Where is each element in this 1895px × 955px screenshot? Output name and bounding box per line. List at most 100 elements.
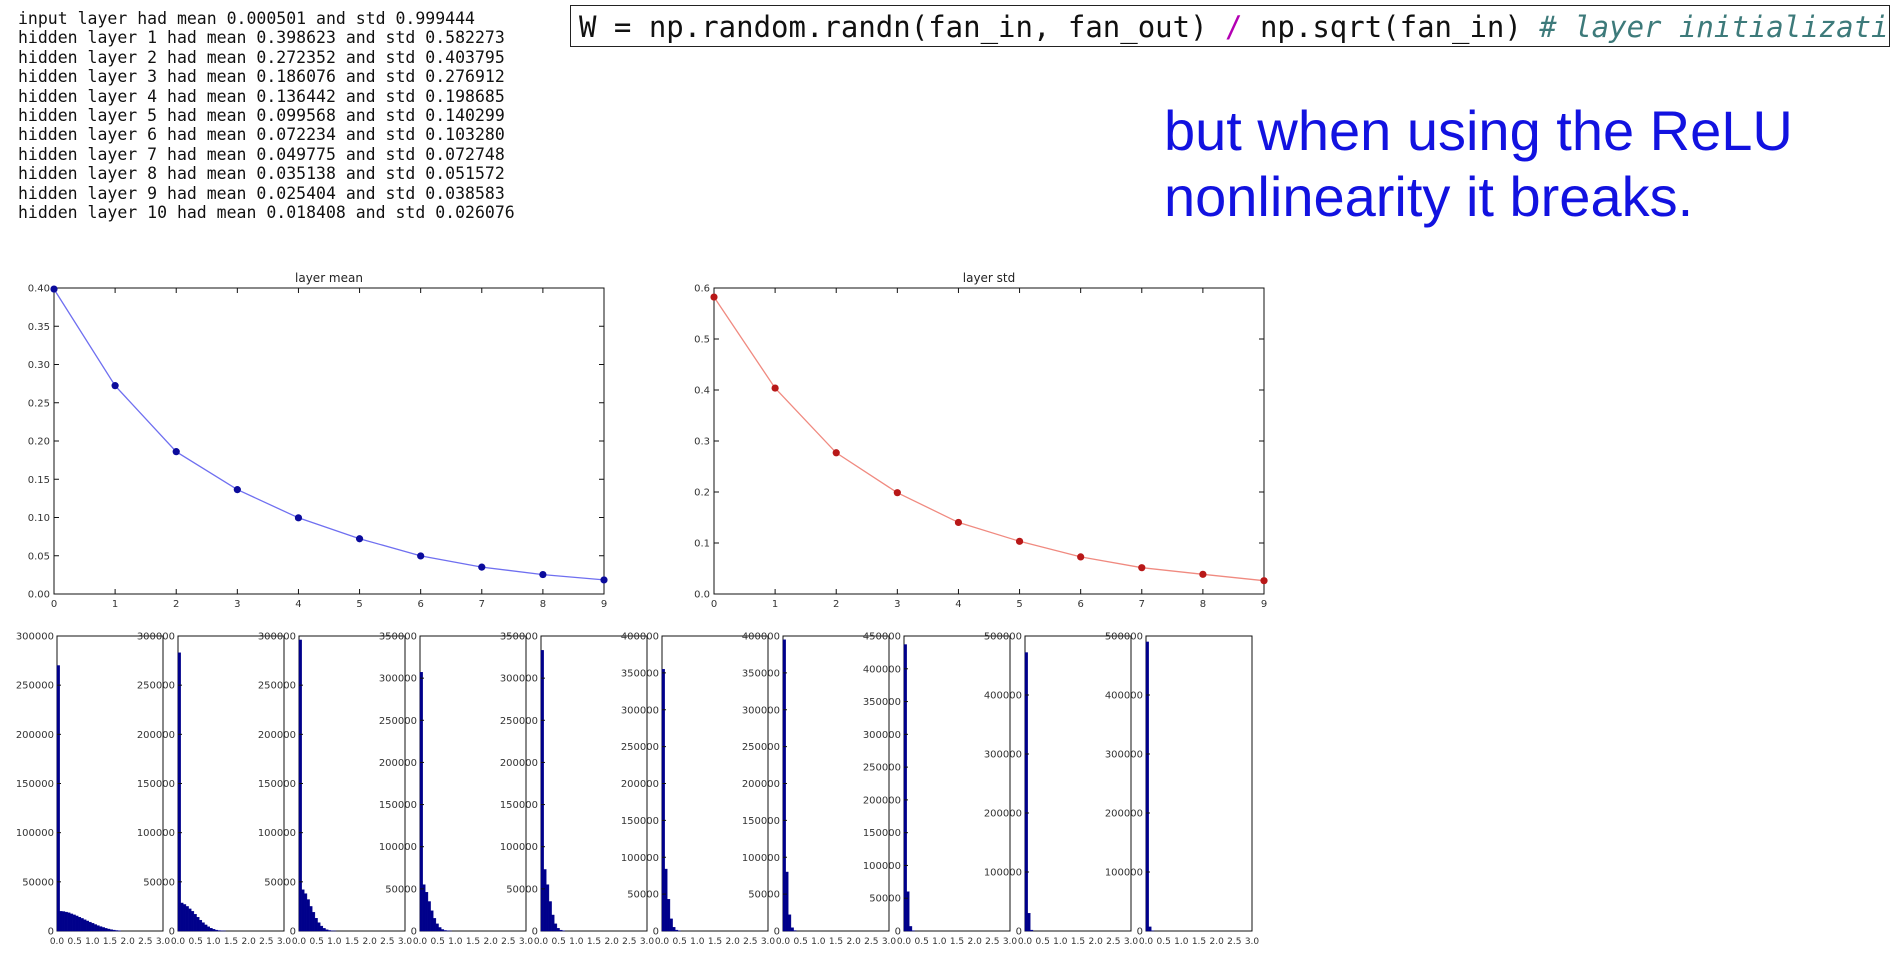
caption-line-1: but when using the ReLU bbox=[1164, 99, 1793, 162]
y-tick-label: 0.6 bbox=[694, 284, 710, 295]
caption: but when using the ReLU nonlinearity it b… bbox=[1164, 98, 1793, 230]
x-tick-label: 3.0 bbox=[1124, 937, 1139, 947]
histogram-bar bbox=[419, 672, 423, 932]
y-tick-label: 0 bbox=[290, 927, 296, 938]
y-tick-label: 350000 bbox=[500, 632, 538, 643]
x-tick-label: 2.5 bbox=[985, 937, 999, 947]
y-tick-label: 250000 bbox=[258, 681, 296, 692]
x-tick-label: 0.0 bbox=[1018, 937, 1033, 947]
y-tick-label: 0.2 bbox=[694, 488, 710, 499]
histogram-bar bbox=[298, 639, 302, 932]
y-tick-label: 0.20 bbox=[28, 437, 50, 448]
x-tick-label: 2.5 bbox=[622, 937, 636, 947]
y-tick-label: 0.25 bbox=[28, 398, 50, 409]
y-tick-label: 100000 bbox=[984, 868, 1022, 879]
histogram-bar bbox=[70, 913, 74, 932]
log-line: hidden layer 5 had mean 0.099568 and std… bbox=[18, 106, 505, 126]
log-line: hidden layer 4 had mean 0.136442 and std… bbox=[18, 86, 505, 106]
histogram-bar bbox=[909, 926, 913, 932]
histogram-bar bbox=[96, 925, 100, 932]
y-tick-label: 0 bbox=[411, 927, 417, 938]
x-tick-label: 2.0 bbox=[242, 937, 257, 947]
y-tick-label: 0.40 bbox=[28, 284, 50, 295]
y-tick-label: 50000 bbox=[627, 890, 659, 901]
histogram-bar bbox=[64, 911, 68, 932]
y-tick-label: 0 bbox=[532, 927, 538, 938]
data-point bbox=[478, 563, 486, 571]
histogram-panel: 50000 100000 150000 200000 250000 300000 35000… bbox=[621, 632, 776, 948]
x-tick-label: 0.0 bbox=[171, 937, 186, 947]
histogram-bar bbox=[325, 929, 329, 932]
y-tick-label: 400000 bbox=[742, 632, 780, 643]
y-tick-label: 0 bbox=[774, 927, 780, 938]
histogram-bar bbox=[212, 929, 216, 932]
histogram-panel: 50000 100000 150000 200000 250000 300000 00.0 0… bbox=[258, 632, 413, 948]
data-point bbox=[1077, 553, 1085, 561]
y-tick-label: 350000 bbox=[742, 668, 780, 679]
x-tick-label: 2.5 bbox=[743, 937, 757, 947]
data-point bbox=[600, 576, 608, 584]
histogram-bar bbox=[661, 668, 665, 932]
histogram-bar bbox=[1145, 641, 1149, 932]
y-tick-label: 200000 bbox=[621, 779, 659, 790]
series-line bbox=[713, 296, 1265, 582]
x-tick-label: 3.0 bbox=[398, 937, 413, 947]
histogram-bar bbox=[667, 899, 671, 932]
x-tick-label: 2.5 bbox=[138, 937, 152, 947]
histogram-panel: 100000 200000 300000 400000 500000 00.0 0.5 1.0… bbox=[1105, 632, 1260, 948]
histogram-bar bbox=[206, 926, 210, 932]
histogram-bar bbox=[546, 884, 550, 932]
histogram-bar bbox=[101, 927, 105, 932]
y-tick-label: 250000 bbox=[863, 763, 901, 774]
histogram-bar bbox=[540, 650, 544, 932]
histogram-panel: 50000 100000 150000 200000 250000 300000 35000… bbox=[863, 632, 1018, 948]
y-tick-label: 50000 bbox=[264, 877, 296, 888]
y-tick-label: 100000 bbox=[1105, 868, 1143, 879]
x-tick-label: 1.0 bbox=[448, 937, 463, 947]
code-snippet: W = np.random.randn(fan_in, fan_out) / n… bbox=[570, 5, 1890, 47]
histogram-bar bbox=[672, 927, 676, 932]
std-chart: layer std 0.0 0.1 0.2 0.3 0.4 0.5 0.6 0 1 2 3 4 5 6 7 8 9 bbox=[694, 271, 1268, 610]
histogram-bar bbox=[85, 920, 90, 932]
y-tick-label: 300000 bbox=[500, 674, 538, 685]
x-tick-label: 1 bbox=[112, 599, 118, 610]
y-tick-label: 250000 bbox=[742, 742, 780, 753]
log-line: hidden layer 10 had mean 0.018408 and st… bbox=[18, 203, 515, 223]
data-point bbox=[832, 449, 840, 457]
histogram-bar bbox=[320, 925, 324, 932]
y-tick-label: 150000 bbox=[379, 800, 417, 811]
y-tick-label: 300000 bbox=[137, 632, 175, 643]
x-tick-label: 0.0 bbox=[292, 937, 307, 947]
histogram-bar bbox=[77, 917, 82, 932]
histogram-bar bbox=[185, 906, 189, 932]
y-tick-label: 250000 bbox=[379, 716, 417, 727]
data-point bbox=[1138, 564, 1146, 572]
histogram-bar bbox=[430, 910, 434, 932]
histogram-panel: 50000 100000 150000 200000 250000 300000 00.0 0… bbox=[137, 632, 292, 948]
histogram-bar bbox=[193, 914, 197, 932]
y-tick-label: 100000 bbox=[137, 828, 175, 839]
mean-chart: layer mean 0.00 0.05 0.10 0.15 0.20 0.25 0.30 0.… bbox=[28, 271, 608, 610]
x-tick-label: 1.5 bbox=[345, 937, 359, 947]
x-tick-label: 2 bbox=[833, 599, 839, 610]
histogram-bar bbox=[67, 912, 71, 932]
histogram-bar bbox=[548, 901, 552, 932]
x-tick-label: 1.0 bbox=[1174, 937, 1189, 947]
log-line: hidden layer 9 had mean 0.025404 and std… bbox=[18, 183, 505, 203]
x-tick-label: 2.0 bbox=[1089, 937, 1104, 947]
x-tick-label: 2.0 bbox=[121, 937, 136, 947]
x-tick-label: 2.5 bbox=[380, 937, 394, 947]
plot-frame bbox=[782, 635, 890, 932]
x-tick-label: 0.5 bbox=[794, 937, 808, 947]
y-tick-label: 100000 bbox=[379, 842, 417, 853]
histogram-bar bbox=[214, 929, 218, 932]
histogram-bar bbox=[317, 922, 321, 932]
histogram-bar bbox=[301, 889, 305, 932]
histogram-bar bbox=[93, 924, 97, 932]
log-line: hidden layer 8 had mean 0.035138 and std… bbox=[18, 164, 505, 184]
histogram-panel: 50000 100000 150000 200000 250000 300000 00.0 0… bbox=[16, 632, 171, 948]
histogram-bar bbox=[183, 904, 187, 932]
y-tick-label: 250000 bbox=[137, 681, 175, 692]
x-tick-label: 3.0 bbox=[1003, 937, 1018, 947]
chart-title: layer mean bbox=[295, 271, 363, 285]
